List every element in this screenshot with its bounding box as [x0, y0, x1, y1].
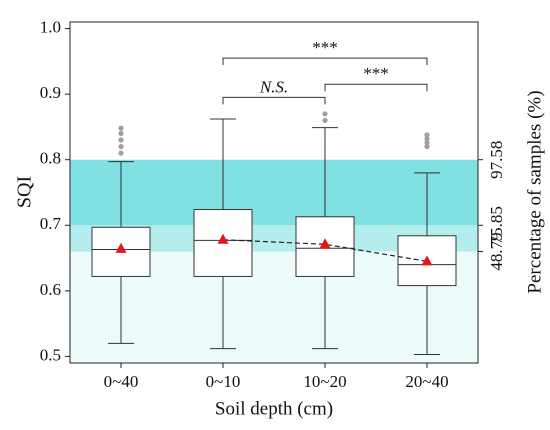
outlier	[424, 136, 430, 142]
mean-marker	[217, 233, 229, 244]
mean-line	[222, 239, 428, 262]
outlier	[424, 143, 430, 150]
outlier	[424, 140, 430, 146]
y2-axis-title: Percentage of samples (%)	[524, 90, 545, 293]
x-tick-label: 0~40	[104, 372, 139, 391]
bracket-label: ***	[363, 64, 389, 83]
bracket	[222, 57, 428, 66]
mean-marker	[115, 242, 127, 253]
outlier	[322, 117, 328, 123]
outlier	[322, 111, 328, 117]
outlier	[118, 125, 124, 131]
y-tick-label: 0.9	[40, 83, 61, 102]
outlier	[118, 143, 124, 150]
y2-tick-label: 48.79	[487, 232, 506, 270]
y2-tick-label: 75.85	[487, 206, 506, 244]
y-tick-label: 1.0	[40, 17, 61, 36]
outlier	[118, 137, 124, 143]
y-tick-label: 0.8	[40, 149, 61, 168]
bracket-label: ***	[312, 38, 338, 57]
bracket	[324, 83, 428, 92]
y-tick-label: 0.6	[40, 280, 61, 299]
outlier	[118, 130, 124, 137]
y-tick-label: 0.7	[40, 214, 62, 233]
band	[70, 159, 478, 226]
x-axis-title: Soil depth (cm)	[215, 398, 333, 419]
bracket	[222, 96, 326, 105]
x-tick-label: 10~20	[303, 372, 346, 391]
outlier	[424, 132, 430, 138]
y-tick-label: 0.5	[40, 345, 61, 364]
mean-marker	[421, 255, 433, 266]
outlier	[118, 150, 124, 156]
x-tick-label: 20~40	[405, 372, 448, 391]
y-axis-title: SQI	[14, 176, 36, 208]
plot-frame	[69, 21, 479, 364]
y2-tick-label: 97.58	[487, 141, 506, 179]
mean-marker	[319, 238, 331, 249]
bracket-label: N.S.	[259, 77, 288, 96]
x-tick-label: 0~10	[206, 372, 241, 391]
